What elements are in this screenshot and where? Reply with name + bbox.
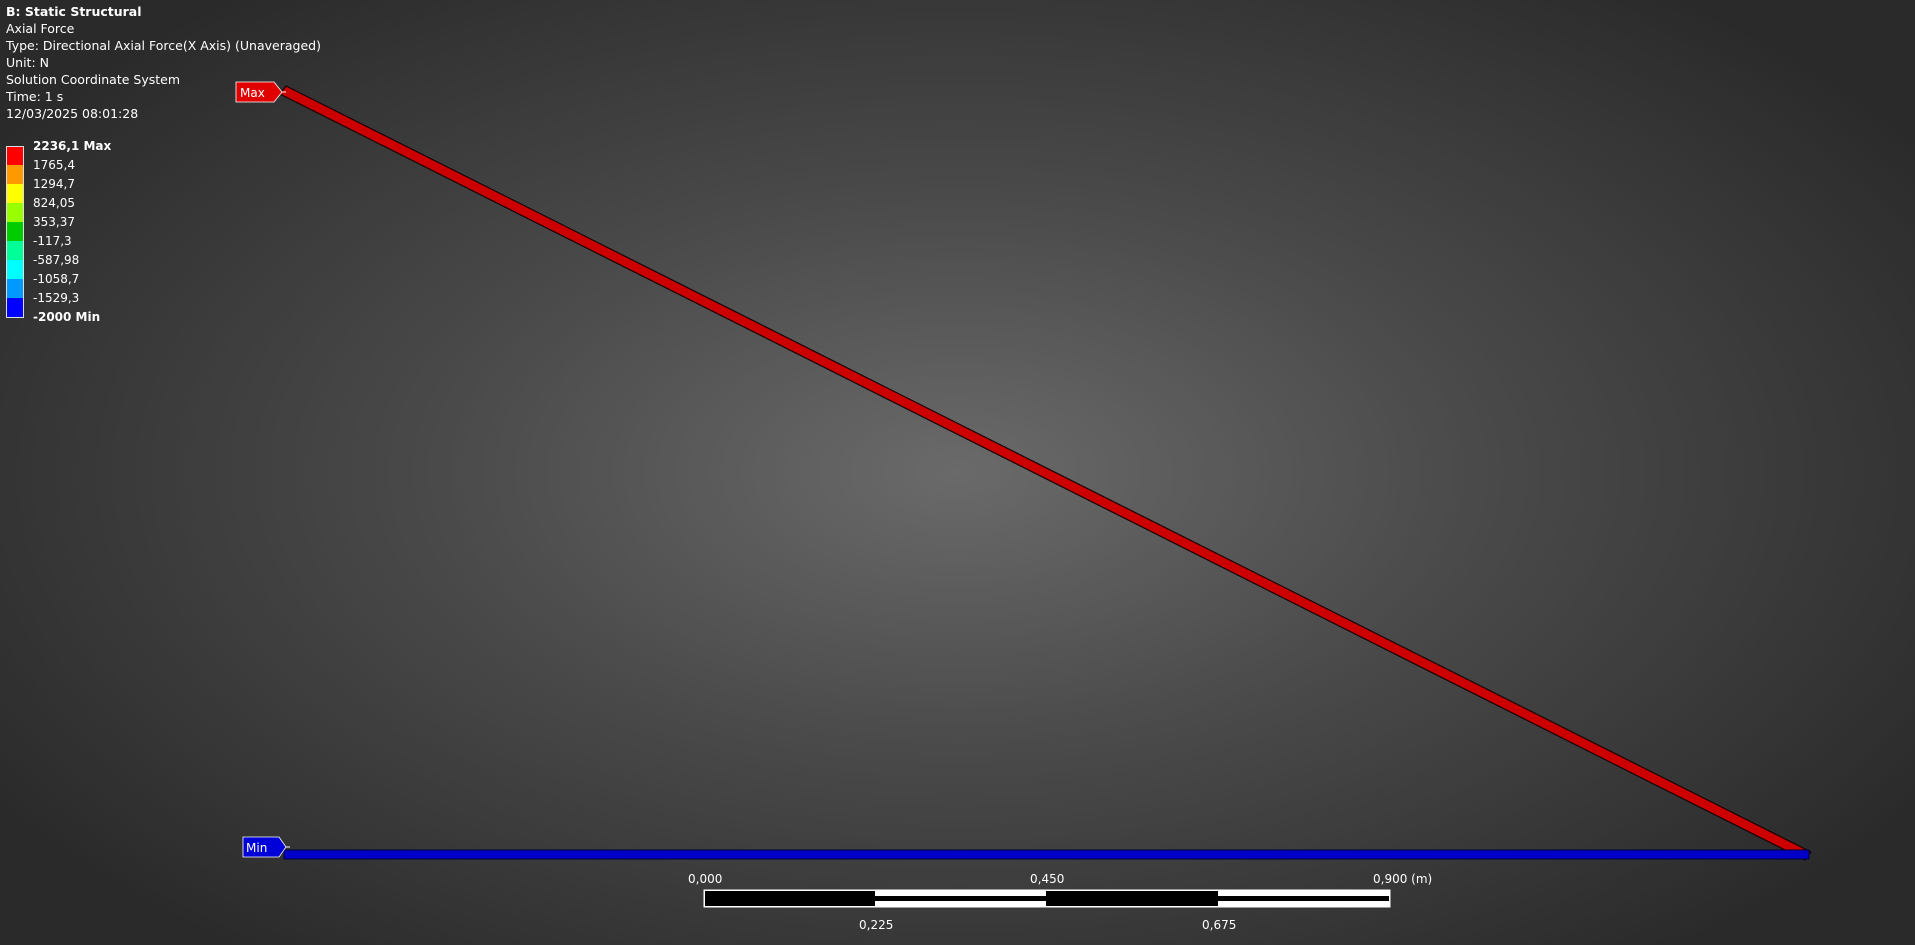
result-unit: Unit: N — [6, 55, 49, 70]
scale-label-450: 0,450 — [1030, 872, 1065, 886]
legend-label: -1529,3 — [33, 291, 80, 305]
max-tag-label: Max — [240, 86, 265, 100]
legend-swatch-2 — [6, 165, 24, 184]
scale-label-900: 0,900 (m) — [1373, 872, 1433, 886]
legend-label: 824,05 — [33, 196, 75, 210]
legend-swatch-7 — [6, 260, 24, 279]
legend-label: -587,98 — [33, 253, 80, 267]
scale-label-675: 0,675 — [1202, 918, 1237, 932]
max-probe-tag[interactable]: Max — [235, 81, 286, 103]
legend-swatch-5 — [6, 222, 24, 241]
legend-label: 1765,4 — [33, 158, 75, 172]
legend-label-min: -2000 Min — [33, 310, 101, 324]
legend-swatch-6 — [6, 241, 24, 260]
result-type: Type: Directional Axial Force(X Axis) (U… — [6, 38, 321, 53]
scale-label-0: 0,000 — [688, 872, 723, 886]
legend-label: 1294,7 — [33, 177, 75, 191]
legend-label: -117,3 — [33, 234, 72, 248]
scale-bar — [703, 889, 1391, 908]
coordinate-system: Solution Coordinate System — [6, 72, 181, 87]
legend-label-max: 2236,1 Max — [33, 139, 112, 153]
legend-swatch-3 — [6, 184, 24, 203]
result-timestamp: 12/03/2025 08:01:28 — [6, 106, 139, 121]
result-name: Axial Force — [6, 21, 75, 36]
diagonal-member[interactable] — [279, 85, 1812, 861]
min-tag-label: Min — [246, 841, 267, 855]
color-legend[interactable]: 2236,1 Max 1765,4 1294,7 824,05 353,37 -… — [6, 139, 136, 326]
min-probe-tag[interactable]: Min — [242, 836, 290, 858]
legend-swatch-1 — [6, 146, 24, 166]
scale-label-225: 0,225 — [859, 918, 894, 932]
horizontal-member[interactable] — [283, 849, 1810, 860]
legend-label: 353,37 — [33, 215, 75, 229]
result-info-panel: B: Static Structural Axial Force Type: D… — [6, 3, 321, 122]
legend-swatch-9 — [6, 298, 24, 318]
legend-swatch-8 — [6, 279, 24, 298]
result-time: Time: 1 s — [6, 89, 64, 104]
analysis-title: B: Static Structural — [6, 4, 142, 19]
legend-swatch-4 — [6, 203, 24, 222]
legend-label: -1058,7 — [33, 272, 80, 286]
